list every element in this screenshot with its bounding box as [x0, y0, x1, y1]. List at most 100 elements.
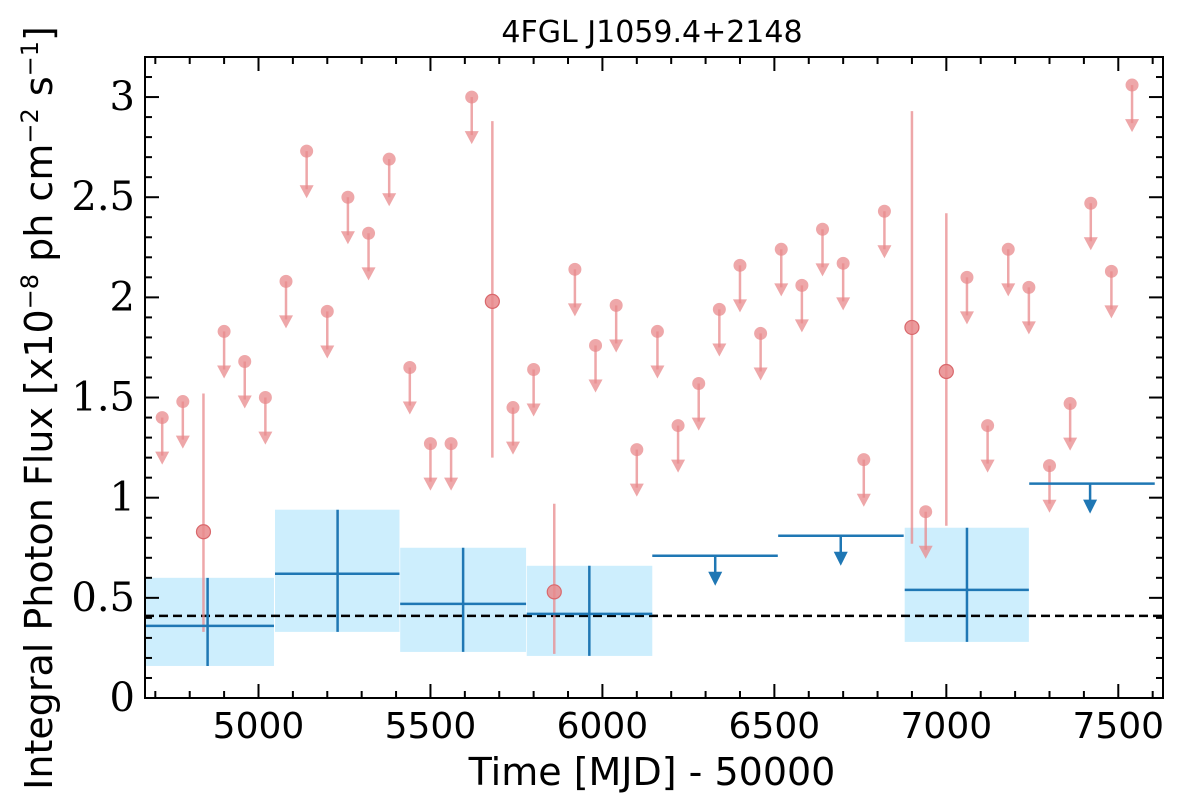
- monthly-detection-point: [484, 293, 500, 309]
- yearly-upper-limit-arrow: [708, 571, 723, 586]
- monthly-upper-limit-arrow: [217, 365, 232, 379]
- monthly-upper-limit-point: [258, 391, 272, 405]
- y-axis-label-part3: s: [17, 76, 61, 108]
- x-axis-label: Time [MJD] - 50000: [468, 750, 836, 794]
- monthly-upper-limit-arrow: [299, 185, 314, 199]
- monthly-upper-limit-point: [444, 437, 458, 451]
- y-axis-label-exp1: −8: [16, 274, 44, 309]
- monthly-upper-limit-arrow: [918, 545, 933, 559]
- monthly-upper-limit-point: [238, 354, 252, 368]
- monthly-upper-limit-arrow: [1021, 321, 1036, 335]
- monthly-upper-limit-point: [362, 226, 376, 240]
- monthly-upper-limit-point: [877, 204, 891, 218]
- monthly-upper-limit-point: [403, 360, 417, 374]
- monthly-upper-limit-point: [774, 242, 788, 256]
- monthly-upper-limit-arrow: [258, 431, 273, 445]
- monthly-upper-limit-point: [382, 152, 396, 166]
- x-tick-label: 5000: [213, 706, 305, 747]
- monthly-upper-limit-point: [506, 401, 520, 415]
- x-tick-label: 6000: [557, 706, 649, 747]
- axes-layer: 5000 5500 6000 6500 7000 7500 0 0.5 1 1.5 2 2.5 3: [71, 56, 1164, 747]
- y-tick-label: 2.5: [71, 174, 135, 220]
- monthly-upper-limit-arrow: [464, 131, 479, 145]
- monthly-upper-limit-point: [300, 144, 314, 158]
- monthly-upper-limit-arrow: [794, 319, 809, 333]
- monthly-upper-limit-point: [465, 90, 479, 104]
- monthly-upper-limit-point: [960, 270, 974, 284]
- monthly-upper-limit-point: [712, 302, 726, 316]
- monthly-detection-point: [904, 319, 920, 336]
- monthly-upper-limit-point: [155, 411, 169, 425]
- monthly-upper-limit-point: [1125, 78, 1139, 92]
- x-tick-label: 7500: [1072, 706, 1164, 747]
- monthly-upper-limit-arrow: [402, 401, 417, 415]
- monthly-upper-limit-arrow: [1104, 305, 1119, 319]
- monthly-upper-limit-arrow: [836, 297, 851, 311]
- x-tick-label: 7000: [901, 706, 993, 747]
- y-axis-label-part4: ]: [17, 26, 61, 41]
- bands-layer: [145, 509, 1029, 666]
- y-tick-label: 0: [110, 675, 135, 721]
- monthly-upper-limit-point: [1104, 264, 1118, 278]
- monthly-upper-limit-arrow: [444, 477, 459, 491]
- monthly-upper-limit-point: [1001, 242, 1015, 256]
- y-axis-label-exp3: −1: [16, 41, 44, 76]
- monthly-upper-limit-arrow: [856, 493, 871, 507]
- monthly-upper-limit-point: [527, 362, 541, 376]
- monthly-upper-limit-point: [176, 395, 190, 409]
- monthly-detection-point: [938, 363, 954, 380]
- monthly-upper-limit-point: [609, 298, 623, 312]
- monthly-detection-point: [546, 584, 562, 600]
- monthly-upper-limit-point: [795, 278, 809, 292]
- monthly-upper-limit-arrow: [567, 303, 582, 317]
- monthly-upper-limit-arrow: [1063, 437, 1078, 451]
- monthly-upper-limit-arrow: [279, 315, 294, 329]
- monthly-upper-limit-arrow: [732, 299, 747, 313]
- yearly-band: [145, 577, 274, 666]
- y-tick-label: 0.5: [71, 575, 135, 621]
- monthly-upper-limit-arrow: [1083, 237, 1098, 251]
- chart-title: 4FGL J1059.4+2148: [501, 15, 802, 50]
- monthly-upper-limit-point: [423, 437, 437, 451]
- monthly-upper-limit-arrow: [629, 483, 644, 497]
- monthly-upper-limit-point: [1043, 459, 1057, 473]
- monthly-upper-limit-point: [981, 419, 995, 433]
- monthly-upper-limit-arrow: [877, 245, 892, 259]
- monthly-upper-limit-point: [1084, 196, 1098, 210]
- y-axis-label-part2: ph cm: [17, 144, 61, 274]
- monthly-upper-limit-point: [320, 304, 334, 318]
- y-axis-label-exp2: −2: [16, 108, 44, 143]
- monthly-upper-limit-arrow: [382, 193, 397, 207]
- monthly-upper-limit-arrow: [320, 345, 335, 359]
- monthly-upper-limit-arrow: [959, 311, 974, 325]
- x-tick-label: 5500: [385, 706, 477, 747]
- monthly-upper-limit-point: [341, 190, 355, 204]
- monthly-upper-limit-arrow: [650, 365, 665, 379]
- monthly-upper-limit-point: [671, 419, 685, 433]
- monthly-upper-limit-point: [733, 258, 747, 272]
- monthly-upper-limit-arrow: [609, 339, 624, 353]
- monthly-upper-limit-arrow: [712, 343, 727, 357]
- monthly-upper-limit-point: [1063, 397, 1077, 411]
- monthly-upper-limit-arrow: [588, 379, 603, 393]
- monthly-upper-limit-arrow: [155, 451, 170, 465]
- yearly-points-layer: [145, 482, 1155, 666]
- y-tick-label: 1: [110, 475, 135, 521]
- monthly-upper-limit-arrow: [753, 367, 768, 381]
- monthly-upper-limit-arrow: [237, 395, 252, 409]
- monthly-upper-limit-arrow: [340, 231, 355, 245]
- monthly-upper-limit-point: [589, 338, 603, 352]
- yearly-upper-limit-arrow: [833, 551, 848, 566]
- monthly-upper-limit-arrow: [1042, 499, 1057, 513]
- y-tick-label: 2: [110, 274, 135, 320]
- monthly-upper-limit-point: [754, 326, 768, 340]
- monthly-upper-limit-point: [692, 377, 706, 391]
- monthly-upper-limit-arrow: [815, 263, 830, 277]
- monthly-upper-limit-point: [650, 324, 664, 338]
- monthly-upper-limit-point: [568, 262, 582, 276]
- monthly-upper-limit-point: [919, 505, 933, 519]
- y-axis-label: Integral Photon Flux [x10−8 ph cm−2 s−1]: [16, 26, 61, 790]
- monthly-upper-limit-arrow: [1125, 119, 1140, 133]
- y-tick-label: 3: [110, 74, 135, 120]
